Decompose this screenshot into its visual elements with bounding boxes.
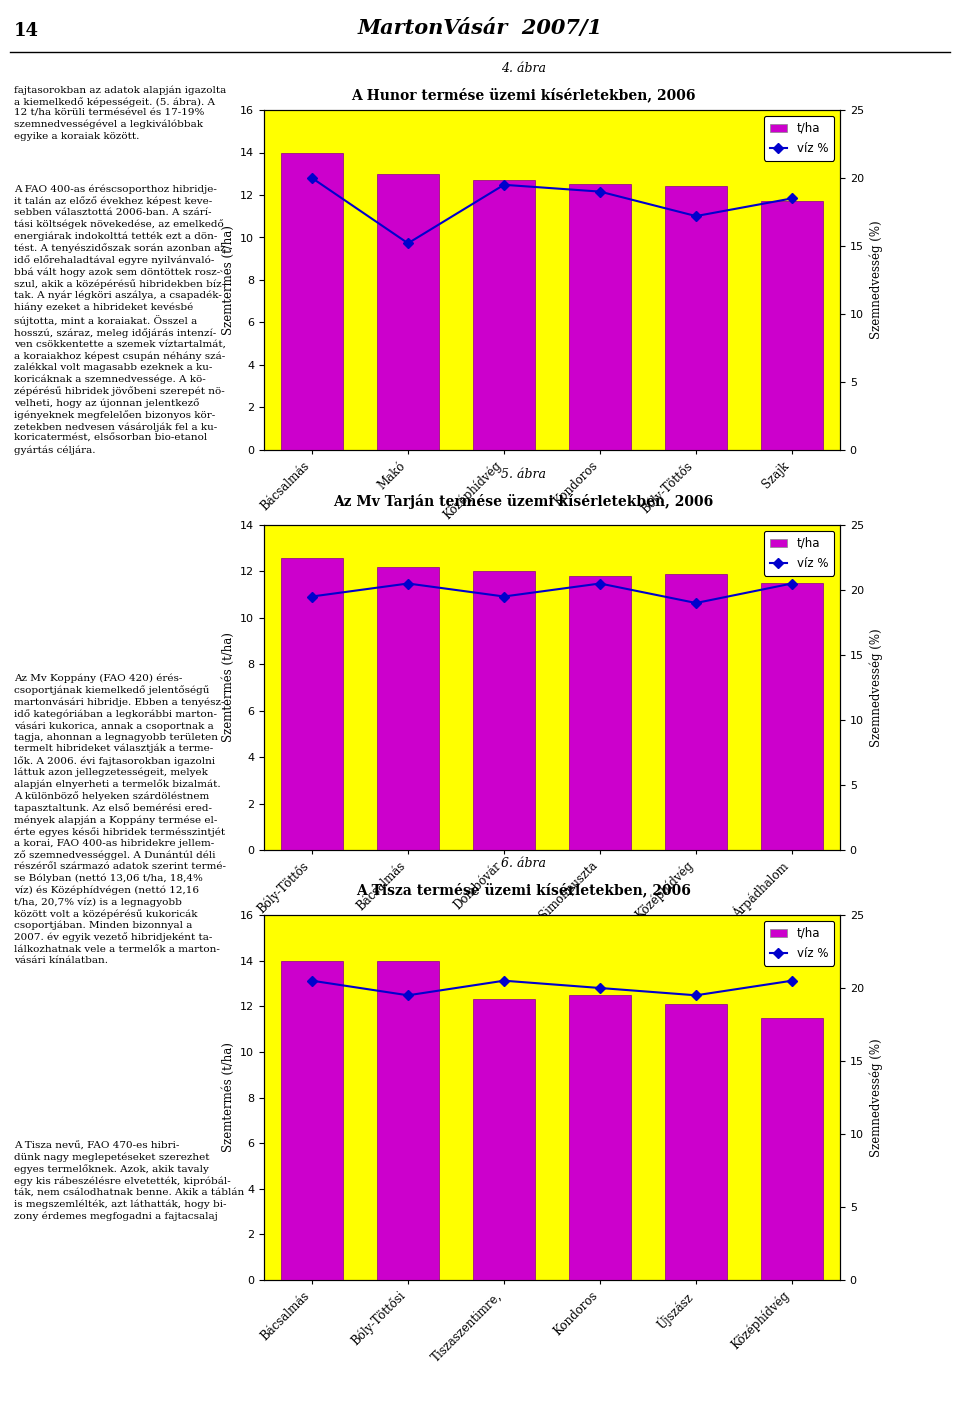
Bar: [376, 960, 440, 1280]
Bar: [376, 567, 440, 849]
Legend: t/ha, víz %: t/ha, víz %: [763, 116, 834, 160]
Bar: [472, 571, 536, 849]
Bar: [472, 1000, 536, 1280]
Bar: [760, 1018, 824, 1280]
Text: 6. ábra: 6. ábra: [501, 856, 545, 871]
Text: Az Mv Koppány (FAO 420) érés-
csoportjának kiemelkedő jelentőségű
martonvásári h: Az Mv Koppány (FAO 420) érés- csoportján…: [14, 674, 227, 964]
Y-axis label: Szemnedvesség (%): Szemnedvesség (%): [870, 221, 883, 339]
Bar: [760, 583, 824, 849]
Text: MartonVásár  2007/1: MartonVásár 2007/1: [357, 18, 603, 38]
Text: A Tisza termése üzemi kísérletekben, 2006: A Tisza termése üzemi kísérletekben, 200…: [356, 882, 690, 898]
Bar: [664, 574, 728, 849]
Bar: [280, 557, 344, 849]
Text: A Hunor termése üzemi kísérletekben, 2006: A Hunor termése üzemi kísérletekben, 200…: [351, 88, 695, 102]
Bar: [568, 184, 632, 450]
Legend: t/ha, víz %: t/ha, víz %: [763, 530, 834, 576]
Y-axis label: Szemtermés (t/ha): Szemtermés (t/ha): [222, 225, 234, 335]
Bar: [568, 576, 632, 849]
Text: 4. ábra: 4. ábra: [501, 62, 545, 75]
Bar: [664, 187, 728, 450]
Text: 14: 14: [14, 23, 39, 40]
Y-axis label: Szemtermés (t/ha): Szemtermés (t/ha): [222, 1042, 234, 1153]
Bar: [472, 180, 536, 450]
Y-axis label: Szemnedvesség (%): Szemnedvesség (%): [870, 1038, 883, 1157]
Y-axis label: Szemnedvesség (%): Szemnedvesség (%): [870, 628, 883, 747]
Text: fajtasorokban az adatok alapján igazolta
a kiemelkedő képességeit. (5. ábra). A
: fajtasorokban az adatok alapján igazolta…: [14, 85, 227, 140]
Y-axis label: Szemtermés (t/ha): Szemtermés (t/ha): [222, 632, 234, 743]
Bar: [664, 1004, 728, 1280]
Text: A FAO 400-as éréscsoporthoz hibridje-
it talán az előző évekhez képest keve-
seb: A FAO 400-as éréscsoporthoz hibridje- it…: [14, 184, 227, 455]
Bar: [376, 174, 440, 450]
Text: Az Mv Tarján termése üzemi kísérletekben, 2006: Az Mv Tarján termése üzemi kísérletekben…: [333, 493, 713, 509]
Text: 5. ábra: 5. ábra: [501, 468, 545, 481]
Text: A Tisza nevű, FAO 470-es hibri-
dünk nagy meglepetéseket szerezhet
egyes termelő: A Tisza nevű, FAO 470-es hibri- dünk nag…: [14, 1141, 245, 1221]
Bar: [280, 960, 344, 1280]
Bar: [760, 201, 824, 450]
Legend: t/ha, víz %: t/ha, víz %: [763, 920, 834, 966]
Bar: [568, 995, 632, 1280]
Bar: [280, 153, 344, 450]
